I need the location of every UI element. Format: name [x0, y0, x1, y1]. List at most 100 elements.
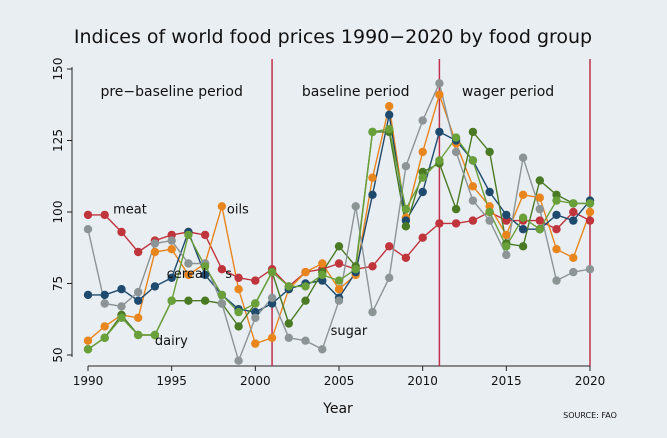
data-point-cereal-green — [552, 196, 561, 205]
data-point-cereal-green — [167, 296, 176, 305]
data-point-cereal-green — [368, 127, 377, 137]
data-point-cereal-green — [217, 290, 227, 300]
x-axis-label: Year — [322, 401, 353, 417]
data-point-cereal — [518, 225, 528, 234]
data-point-oils — [535, 193, 544, 202]
data-point-sugar — [234, 356, 243, 365]
data-point-cereal-green — [134, 330, 143, 340]
data-point-cereal — [485, 187, 494, 197]
y-tick-label: 50 — [51, 347, 65, 362]
data-point-sugar — [385, 273, 394, 282]
data-point-cereal — [150, 282, 160, 291]
data-point-cereal-green — [502, 242, 511, 251]
data-point-cereal — [167, 273, 176, 282]
data-point-sugar — [535, 204, 544, 214]
data-point-sugar — [267, 293, 277, 302]
data-point-meat — [418, 233, 427, 242]
data-point-oils — [552, 245, 561, 254]
series-annotation: cereal — [167, 267, 207, 282]
data-point-dairy — [468, 127, 478, 137]
period-label: pre−baseline period — [100, 84, 242, 100]
data-point-oils — [234, 285, 243, 294]
data-point-cereal — [100, 290, 109, 300]
data-point-oils — [217, 202, 227, 211]
x-tick-label: 2005 — [324, 374, 355, 388]
chart-title: Indices of world food prices 1990−2020 b… — [74, 26, 592, 48]
data-point-meat — [83, 210, 93, 220]
data-point-cereal-green — [251, 299, 260, 308]
data-point-sugar — [552, 276, 561, 285]
data-point-cereal-green — [485, 207, 494, 217]
data-point-meat — [468, 216, 478, 225]
data-point-oils — [267, 333, 277, 342]
data-point-cereal — [569, 216, 578, 225]
data-point-oils — [301, 267, 310, 277]
data-point-cereal-green — [150, 330, 160, 340]
data-point-cereal-green — [284, 282, 293, 291]
data-point-sugar — [418, 116, 427, 125]
data-point-oils — [468, 182, 478, 191]
data-point-oils — [251, 339, 260, 348]
data-point-cereal-green — [418, 173, 427, 182]
data-point-sugar — [368, 307, 377, 317]
data-point-oils — [585, 207, 595, 217]
data-point-oils — [569, 253, 578, 262]
data-point-meat — [368, 262, 377, 271]
data-point-cereal-green — [451, 133, 461, 142]
data-point-sugar — [134, 287, 143, 297]
series-annotation: meat — [113, 202, 147, 217]
data-point-cereal-green — [585, 199, 595, 208]
data-point-cereal-green — [385, 124, 394, 134]
data-point-sugar — [502, 250, 511, 260]
data-point-meat — [385, 242, 394, 251]
data-point-sugar — [334, 296, 344, 305]
period-label: wager period — [462, 84, 554, 100]
data-point-cereal-green — [351, 265, 360, 274]
data-point-cereal-green — [117, 313, 126, 322]
data-point-cereal-green — [334, 276, 344, 285]
data-point-meat — [451, 219, 461, 228]
data-point-meat — [217, 265, 227, 274]
data-point-meat — [535, 216, 544, 225]
data-point-oils — [518, 190, 528, 199]
data-point-dairy — [451, 204, 461, 214]
data-point-cereal-green — [83, 345, 93, 354]
x-tick-label: 2015 — [491, 374, 522, 388]
data-point-cereal-green — [569, 199, 578, 208]
data-point-sugar — [401, 162, 411, 171]
data-point-sugar — [83, 225, 93, 234]
data-point-sugar — [468, 196, 478, 205]
data-point-cereal-green — [468, 156, 478, 165]
data-point-oils — [334, 285, 344, 294]
data-point-meat — [251, 276, 260, 285]
data-point-oils — [435, 90, 444, 99]
data-point-sugar — [301, 336, 310, 345]
data-point-meat — [200, 230, 210, 240]
data-point-sugar — [117, 302, 126, 311]
period-label: baseline period — [302, 84, 410, 100]
data-point-sugar — [518, 153, 528, 162]
data-point-oils — [368, 173, 377, 182]
data-point-cereal — [502, 210, 511, 220]
data-point-meat — [401, 253, 411, 262]
y-tick-label: 125 — [51, 129, 65, 152]
data-point-sugar — [451, 147, 461, 157]
data-point-meat — [435, 219, 444, 228]
data-point-dairy — [401, 222, 411, 231]
x-tick-label: 2010 — [407, 374, 438, 388]
data-point-cereal — [435, 127, 444, 137]
data-point-oils — [385, 102, 394, 111]
data-point-cereal-green — [535, 225, 544, 234]
data-point-cereal-green — [435, 156, 444, 165]
series-annotation: dairy — [155, 334, 188, 349]
data-point-cereal — [117, 285, 126, 294]
x-tick-label: 1995 — [156, 374, 187, 388]
data-point-dairy — [518, 242, 528, 251]
data-point-oils — [318, 259, 327, 268]
data-point-oils — [150, 247, 160, 257]
series-annotation: sugar — [331, 324, 368, 339]
data-point-cereal — [368, 190, 377, 199]
data-point-dairy — [301, 296, 310, 305]
